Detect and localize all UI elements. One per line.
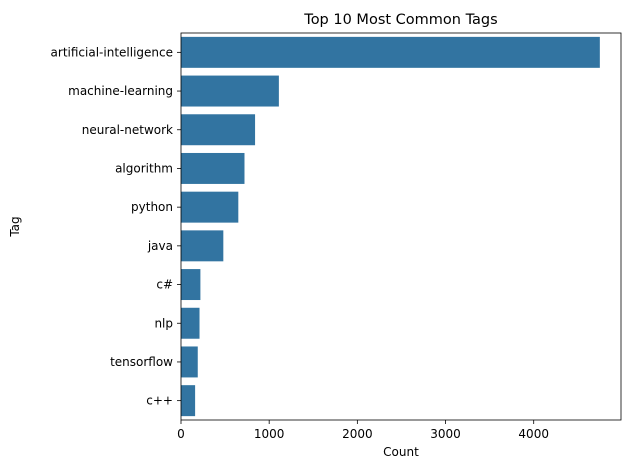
bar-algorithm: [181, 152, 245, 184]
y-tick-label: c++: [146, 394, 173, 408]
bar-python: [181, 191, 239, 223]
x-tick-label: 4000: [518, 427, 549, 441]
x-tick-label: 2000: [342, 427, 373, 441]
x-axis-title: Count: [383, 445, 419, 459]
y-axis-ticks: artificial-intelligence machine-learning n…: [51, 45, 181, 408]
x-tick-label: 1000: [254, 427, 285, 441]
x-tick-label: 0: [177, 427, 185, 441]
y-axis-title: Tag: [8, 216, 22, 237]
y-tick-label: machine-learning: [68, 84, 173, 98]
y-tick-label: algorithm: [115, 161, 173, 175]
plot-frame: [180, 32, 622, 421]
bar-artificial-intelligence: [181, 36, 600, 68]
y-tick-label: java: [147, 239, 173, 253]
y-tick-label: python: [131, 200, 173, 214]
bar-java: [181, 230, 224, 262]
bar-machine-learning: [181, 75, 279, 107]
y-tick-label: nlp: [154, 316, 173, 330]
y-tick-label: c#: [156, 278, 173, 292]
bar-nlp: [181, 307, 200, 339]
bars-group: [181, 36, 600, 417]
chart-title: Top 10 Most Common Tags: [303, 12, 497, 28]
bar-c++: [181, 385, 196, 417]
y-tick-label: tensorflow: [110, 355, 173, 369]
x-tick-label: 3000: [430, 427, 461, 441]
bar-c#: [181, 269, 201, 301]
bar-tensorflow: [181, 346, 198, 378]
y-tick-label: artificial-intelligence: [51, 45, 173, 59]
bar-neural-network: [181, 114, 256, 146]
y-tick-label: neural-network: [82, 123, 173, 137]
x-axis-ticks: 0 1000 2000 3000 4000: [177, 420, 549, 441]
